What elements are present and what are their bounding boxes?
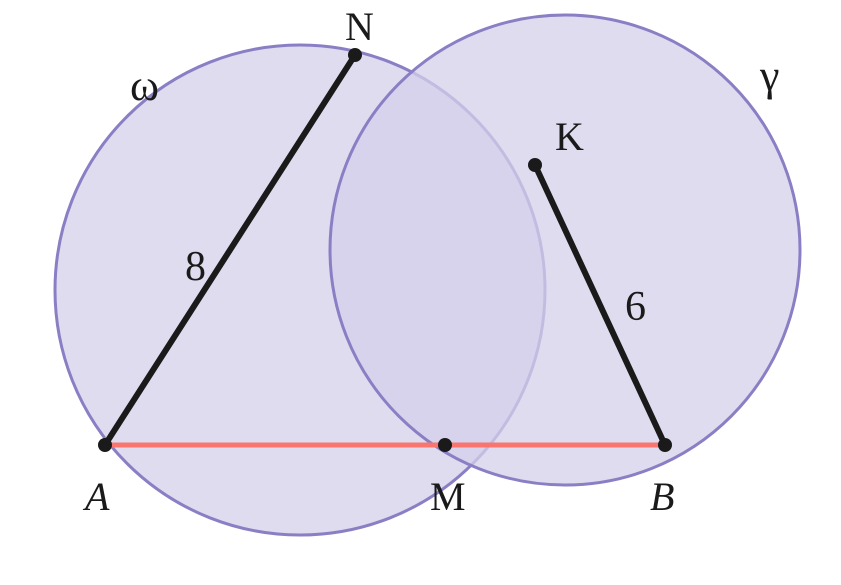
geometry-diagram: ω γ N K A M B 8 6 [0,0,841,585]
point-B [658,438,672,452]
label-B: B [650,474,674,519]
label-length-8: 8 [185,244,206,290]
point-M [438,438,452,452]
label-A: A [82,474,110,519]
label-M: M [430,474,466,519]
point-N [348,48,362,62]
point-K [528,158,542,172]
label-N: N [345,4,374,49]
label-length-6: 6 [625,284,646,330]
circle-gamma [330,15,800,485]
label-omega: ω [130,61,159,110]
point-A [98,438,112,452]
label-gamma: γ [759,51,779,100]
label-K: K [555,114,584,159]
